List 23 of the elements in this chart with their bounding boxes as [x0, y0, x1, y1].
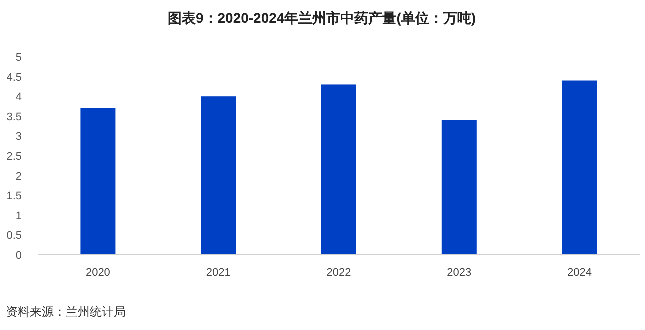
y-tick-label: 4.5: [6, 72, 22, 84]
y-tick-label: 3: [16, 131, 22, 144]
x-tick-label: 2023: [447, 267, 472, 279]
y-tick-label: 2: [16, 170, 22, 183]
x-tick-label: 2020: [86, 267, 110, 279]
bar: [80, 108, 116, 255]
chart-title: 图表9：2020-2024年兰州市中药产量(单位：万吨): [168, 10, 476, 26]
y-tick-label: 1.5: [6, 190, 22, 203]
x-tick-label: 2024: [568, 267, 592, 279]
y-tick-label: 1: [16, 210, 22, 222]
y-tick-label: 3.5: [6, 111, 22, 124]
bar: [562, 80, 598, 255]
bar: [442, 120, 477, 255]
y-tick-label: 0: [16, 250, 22, 262]
bar: [201, 96, 236, 255]
x-tick-label: 2022: [326, 267, 352, 279]
bar: [322, 84, 356, 255]
y-tick-label: 5: [16, 52, 22, 64]
text: 资料来源：兰州统计局: [6, 305, 126, 319]
y-tick-label: 0.5: [6, 230, 22, 242]
y-tick-label: 2.5: [6, 151, 22, 163]
y-tick-label: 4: [16, 92, 22, 104]
x-tick-label: 2021: [206, 267, 231, 279]
